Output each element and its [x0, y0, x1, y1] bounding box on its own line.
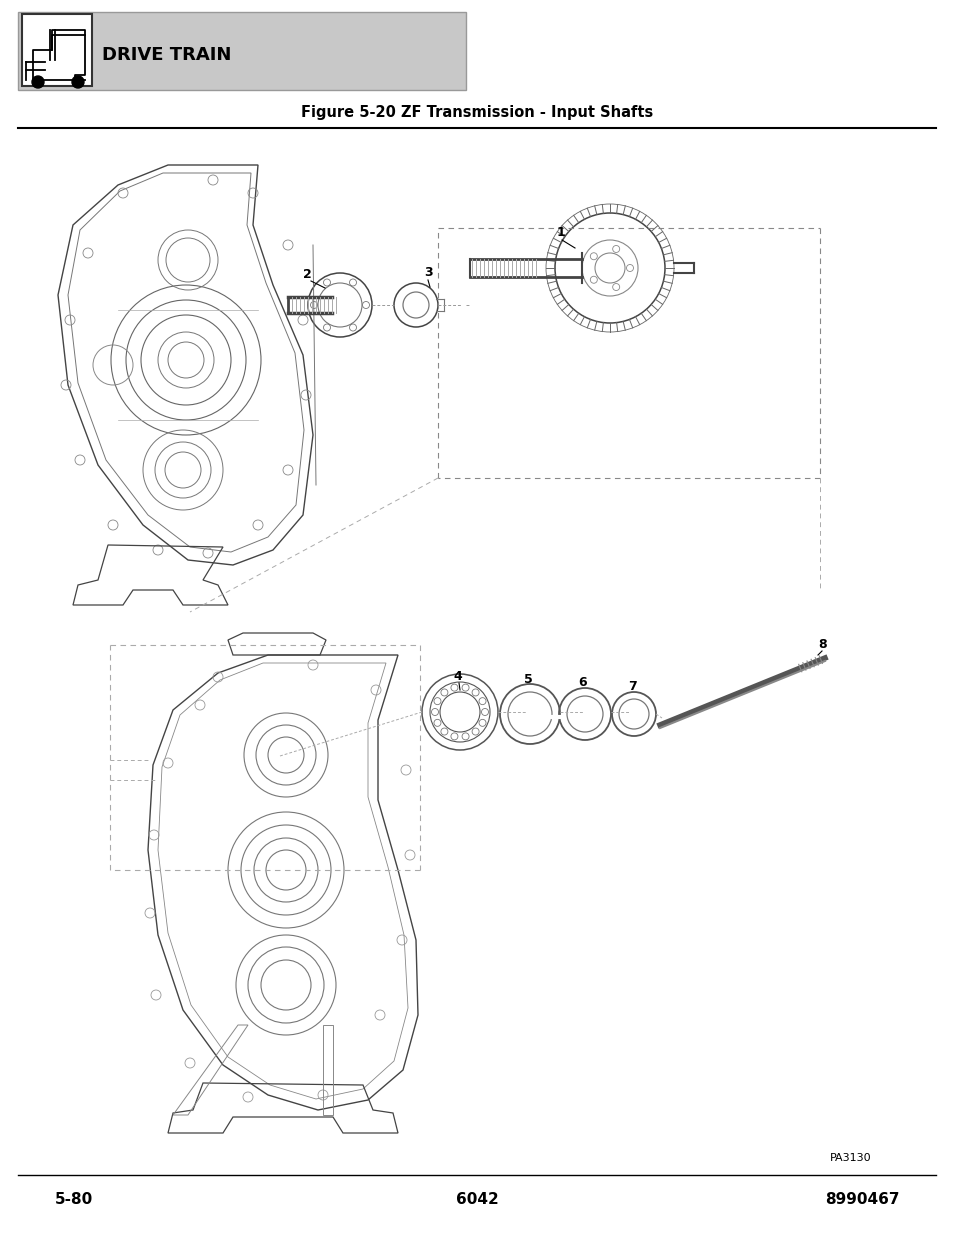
Text: 5-80: 5-80	[55, 1193, 93, 1208]
Text: 3: 3	[423, 266, 432, 279]
Text: 8990467: 8990467	[824, 1193, 899, 1208]
Text: Figure 5-20 ZF Transmission - Input Shafts: Figure 5-20 ZF Transmission - Input Shaf…	[300, 105, 653, 121]
Circle shape	[32, 77, 44, 88]
Bar	[18, 12, 465, 90]
Bar	[22, 14, 91, 86]
Text: 1: 1	[557, 226, 565, 240]
Circle shape	[71, 77, 84, 88]
Text: 8: 8	[817, 638, 825, 651]
Text: 4: 4	[453, 671, 461, 683]
Text: 7: 7	[627, 680, 636, 693]
Text: 6042: 6042	[456, 1193, 497, 1208]
Text: 5: 5	[523, 673, 532, 685]
Text: DRIVE TRAIN: DRIVE TRAIN	[102, 46, 232, 64]
Text: 2: 2	[303, 268, 312, 282]
Text: 6: 6	[578, 676, 586, 689]
Text: PA3130: PA3130	[829, 1153, 871, 1163]
